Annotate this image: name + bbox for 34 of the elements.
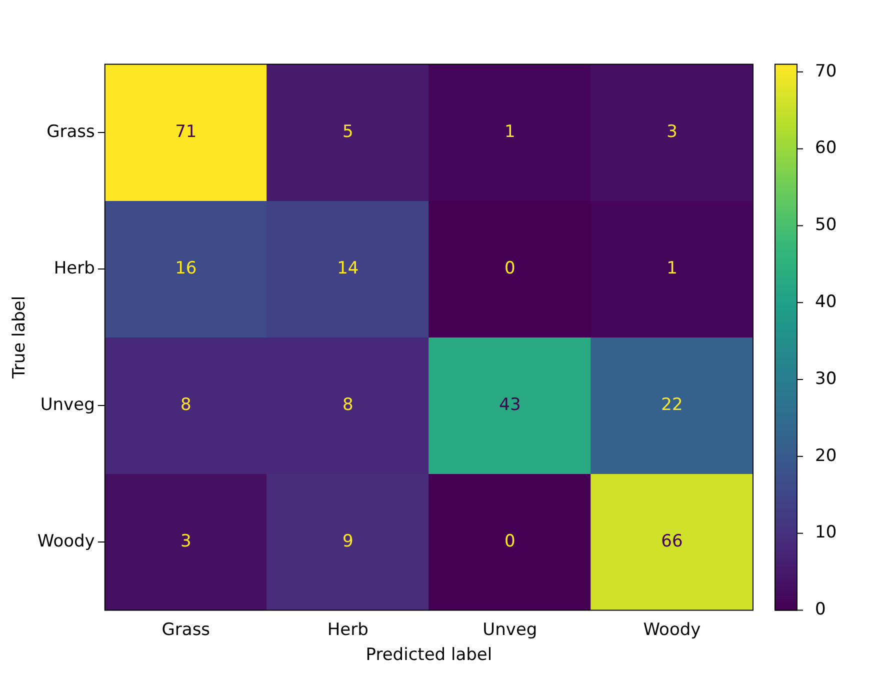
- data-label: 0: [504, 258, 516, 278]
- data-label: 66: [661, 531, 683, 552]
- data-label: 1: [504, 122, 516, 142]
- data-label: 8: [342, 394, 354, 415]
- color-bar-label: 20: [815, 446, 837, 466]
- color-bar-label: 40: [815, 292, 837, 312]
- x-axis-title: Predicted label: [366, 645, 492, 666]
- data-label: 3: [666, 122, 678, 142]
- y-tick-label: Herb: [54, 258, 95, 278]
- y-tick-label: Unveg: [40, 394, 95, 415]
- y-tick-label: Woody: [37, 531, 95, 552]
- x-tick-label: Woody: [643, 620, 701, 640]
- x-tick-label: Herb: [327, 620, 368, 640]
- data-label: 1: [666, 258, 678, 278]
- data-label: 71: [175, 122, 197, 142]
- x-tick-label: Unveg: [482, 620, 538, 640]
- x-tick-label: Grass: [162, 620, 210, 640]
- data-label: 22: [661, 394, 683, 415]
- data-label: 16: [175, 258, 197, 278]
- data-label: 9: [342, 531, 354, 552]
- y-axis-title: True label: [10, 296, 30, 380]
- data-label: 3: [180, 531, 192, 552]
- color-bar-label: 0: [815, 600, 826, 620]
- color-bar-label: 60: [815, 138, 837, 158]
- color-bar-label: 50: [815, 215, 837, 236]
- color-bar-label: 10: [815, 522, 837, 543]
- color-bar-label: 30: [815, 368, 837, 389]
- data-label: 43: [499, 394, 521, 415]
- data-label: 14: [337, 258, 359, 278]
- color-bar-label: 70: [815, 61, 837, 82]
- data-label: 5: [342, 122, 354, 142]
- y-tick-label: Grass: [46, 122, 96, 142]
- data-label: 0: [504, 531, 516, 552]
- data-label: 8: [180, 394, 192, 415]
